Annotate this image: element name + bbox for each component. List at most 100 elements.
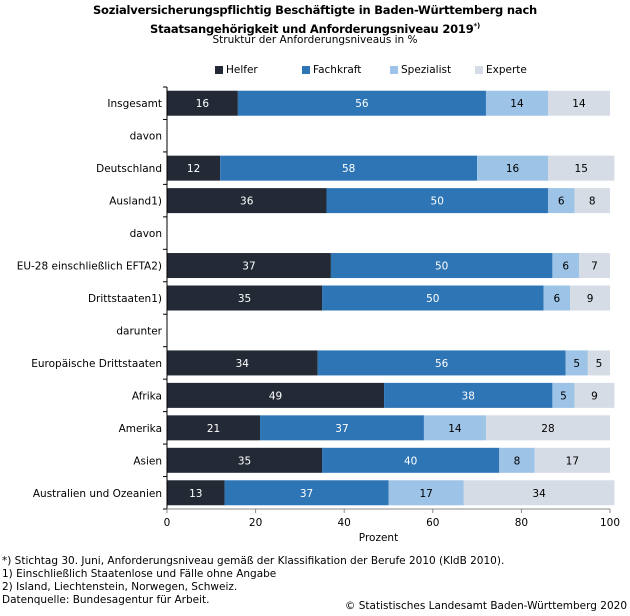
data-label-experte: 14	[572, 98, 586, 110]
footnote-2: 1) Einschließlich Staatenlose und Fälle …	[2, 568, 277, 580]
legend-label-fachkraft: Fachkraft	[313, 64, 362, 76]
data-label-experte: 15	[575, 163, 588, 175]
category-label: EU-28 einschließlich EFTA2)	[17, 261, 162, 273]
data-source: Datenquelle: Bundesagentur für Arbeit.	[2, 594, 210, 606]
data-label-fachkraft: 50	[431, 196, 444, 208]
x-tick-label: 60	[426, 517, 439, 529]
category-label: Afrika	[132, 390, 162, 402]
bar-experte	[463, 480, 615, 506]
legend-item-spezialist: Spezialist	[390, 64, 451, 76]
data-label-experte: 34	[532, 488, 546, 500]
data-label-helfer: 13	[189, 488, 202, 500]
data-label-helfer: 21	[207, 423, 220, 435]
data-label-experte: 17	[566, 455, 579, 467]
bar-spezialist	[485, 90, 548, 116]
data-label-spezialist: 14	[448, 423, 462, 435]
category-label: davon	[130, 131, 162, 143]
bar-helfer	[167, 155, 221, 181]
bar-helfer	[167, 253, 331, 279]
category-label: Australien und Ozeanien	[33, 488, 162, 500]
bar-spezialist	[552, 382, 575, 408]
category-label: Amerika	[119, 423, 162, 435]
x-tick-label: 100	[600, 517, 620, 529]
category-label: Insgesamt	[107, 98, 162, 110]
bar-fachkraft	[220, 155, 478, 181]
data-label-experte: 9	[591, 390, 598, 402]
data-label-fachkraft: 37	[335, 423, 348, 435]
category-label: Drittstaaten1)	[88, 293, 162, 305]
footnote-1: *) Stichtag 30. Juni, Anforderungsniveau…	[2, 555, 505, 567]
bar-spezialist	[552, 253, 579, 279]
category-label: Deutschland	[96, 163, 162, 175]
x-axis-title: Prozent	[359, 532, 398, 544]
bar-experte	[547, 155, 615, 181]
data-label-spezialist: 6	[562, 261, 569, 273]
footnotes: *) Stichtag 30. Juni, Anforderungsniveau…	[2, 555, 504, 607]
legend-item-experte: Experte	[475, 64, 527, 76]
data-label-helfer: 35	[238, 455, 251, 467]
data-label-helfer: 34	[236, 358, 250, 370]
data-label-fachkraft: 50	[435, 261, 448, 273]
bar-experte	[587, 350, 610, 376]
data-label-helfer: 36	[240, 196, 254, 208]
legend-swatch-experte	[475, 66, 483, 74]
data-label-spezialist: 5	[560, 390, 567, 402]
data-label-spezialist: 6	[558, 196, 565, 208]
data-label-fachkraft: 58	[342, 163, 355, 175]
bar-helfer	[167, 188, 327, 214]
category-label: darunter	[116, 325, 162, 337]
bar-experte	[534, 447, 610, 473]
x-tick-label: 0	[164, 517, 171, 529]
data-label-fachkraft: 50	[426, 293, 439, 305]
chart-title-line-2: Staatsangehörigkeit und Anforderungsnive…	[0, 18, 630, 37]
legend-swatch-fachkraft	[302, 66, 310, 74]
bar-experte	[485, 415, 610, 441]
bar-fachkraft	[326, 188, 548, 214]
bar-fachkraft	[330, 253, 553, 279]
legend-item-fachkraft: Fachkraft	[302, 64, 361, 76]
category-label: davon	[130, 228, 162, 240]
bar-fachkraft	[260, 415, 424, 441]
bar-helfer	[167, 447, 323, 473]
legend-label-spezialist: Spezialist	[401, 64, 452, 76]
title-footnote-mark: *)	[473, 22, 481, 30]
data-label-helfer: 16	[196, 98, 210, 110]
bar-helfer	[167, 382, 385, 408]
chart-title-line-1: Sozialversicherungspflichtig Beschäftigt…	[92, 3, 538, 17]
bar-spezialist	[423, 415, 486, 441]
data-label-experte: 8	[589, 196, 596, 208]
bar-fachkraft	[322, 447, 500, 473]
data-label-experte: 7	[591, 261, 598, 273]
legend-label-experte: Experte	[486, 64, 527, 76]
data-label-helfer: 37	[242, 261, 255, 273]
data-label-fachkraft: 56	[435, 358, 449, 370]
bar-fachkraft	[224, 480, 389, 506]
bar-fachkraft	[317, 350, 566, 376]
data-label-helfer: 49	[269, 390, 282, 402]
data-label-fachkraft: 37	[300, 488, 313, 500]
x-tick-label: 40	[338, 517, 351, 529]
data-label-spezialist: 6	[553, 293, 560, 305]
data-label-experte: 5	[596, 358, 603, 370]
bar-fachkraft	[322, 285, 544, 311]
bar-spezialist	[565, 350, 588, 376]
bar-experte	[578, 253, 610, 279]
bar-experte	[574, 188, 610, 214]
bar-spezialist	[477, 155, 548, 181]
data-label-spezialist: 5	[573, 358, 580, 370]
footnote-3: 2) Island, Liechtenstein, Norwegen, Schw…	[2, 581, 238, 593]
bar-spezialist	[543, 285, 571, 311]
bar-helfer	[167, 415, 261, 441]
bar-experte	[570, 285, 610, 311]
data-label-experte: 28	[541, 423, 554, 435]
bar-helfer	[167, 90, 238, 116]
chart-title: Sozialversicherungspflichtig Beschäftigt…	[0, 2, 630, 37]
bar-helfer	[167, 480, 225, 506]
bar-experte	[547, 90, 610, 116]
legend-item-helfer: Helfer	[215, 64, 258, 76]
bar-spezialist	[499, 447, 535, 473]
bar-experte	[574, 382, 615, 408]
bar-helfer	[167, 350, 318, 376]
bar-helfer	[167, 285, 323, 311]
